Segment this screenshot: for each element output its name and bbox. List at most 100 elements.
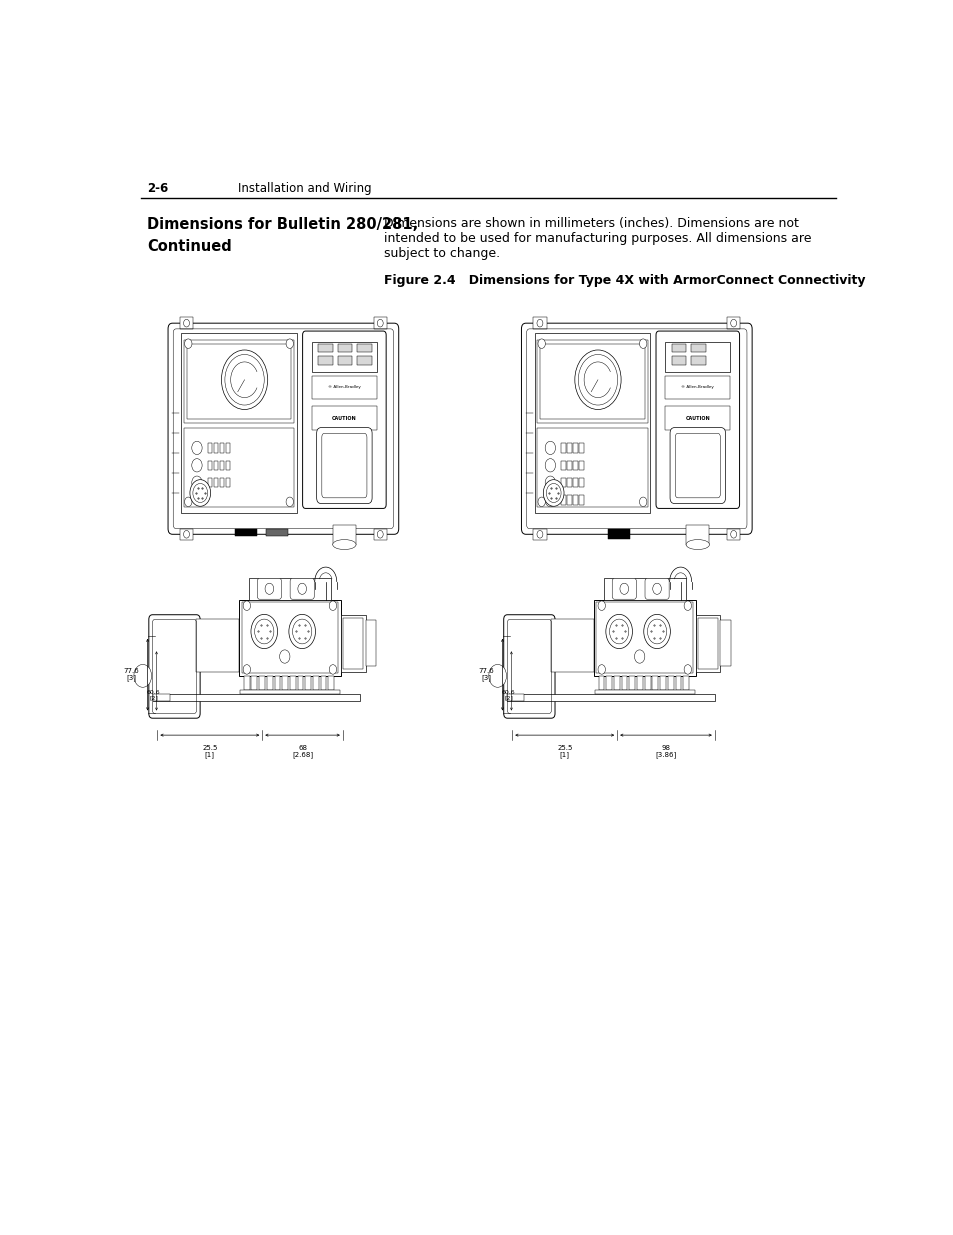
- Bar: [208, 461, 213, 471]
- Bar: [539, 343, 644, 419]
- Text: 68
[2.68]: 68 [2.68]: [292, 745, 313, 758]
- Text: 60.6
[2]: 60.6 [2]: [501, 690, 515, 700]
- Bar: [637, 676, 642, 690]
- Bar: [244, 676, 250, 690]
- Bar: [213, 478, 218, 488]
- Text: Dimensions are shown in millimeters (inches). Dimensions are not
intended to be : Dimensions are shown in millimeters (inc…: [383, 216, 811, 259]
- Bar: [152, 694, 170, 700]
- Text: 2-6: 2-6: [147, 182, 169, 195]
- Bar: [337, 356, 352, 364]
- Bar: [184, 340, 294, 422]
- Bar: [537, 429, 647, 508]
- Bar: [226, 478, 230, 488]
- Bar: [567, 461, 571, 471]
- Circle shape: [133, 664, 152, 687]
- Circle shape: [537, 338, 545, 348]
- Text: 98
[3.86]: 98 [3.86]: [655, 745, 676, 758]
- Bar: [533, 529, 546, 540]
- Bar: [578, 478, 583, 488]
- Circle shape: [243, 664, 251, 674]
- Bar: [312, 375, 376, 399]
- Ellipse shape: [333, 540, 355, 550]
- Bar: [341, 615, 365, 672]
- Bar: [337, 343, 352, 352]
- Circle shape: [537, 496, 545, 506]
- Bar: [578, 461, 583, 471]
- Bar: [595, 690, 694, 694]
- Bar: [290, 676, 295, 690]
- Bar: [675, 676, 680, 690]
- Circle shape: [183, 320, 190, 327]
- Bar: [682, 676, 688, 690]
- Circle shape: [488, 664, 506, 687]
- Bar: [238, 600, 341, 676]
- FancyBboxPatch shape: [644, 578, 668, 599]
- FancyBboxPatch shape: [656, 331, 739, 509]
- Bar: [507, 694, 524, 700]
- Bar: [282, 676, 288, 690]
- Bar: [664, 342, 730, 372]
- Text: Installation and Wiring: Installation and Wiring: [237, 182, 371, 195]
- Bar: [333, 525, 355, 545]
- Bar: [249, 578, 331, 600]
- Bar: [297, 676, 303, 690]
- Bar: [320, 676, 326, 690]
- Bar: [567, 478, 571, 488]
- FancyBboxPatch shape: [168, 324, 398, 535]
- Circle shape: [279, 650, 290, 663]
- Circle shape: [652, 583, 660, 594]
- Circle shape: [543, 479, 563, 506]
- Bar: [343, 618, 363, 669]
- Bar: [374, 317, 387, 329]
- Circle shape: [544, 458, 555, 472]
- Circle shape: [639, 496, 646, 506]
- Bar: [726, 529, 740, 540]
- Circle shape: [243, 601, 251, 610]
- Bar: [664, 375, 730, 399]
- Bar: [691, 343, 705, 352]
- Circle shape: [730, 531, 736, 538]
- FancyBboxPatch shape: [669, 427, 724, 504]
- Circle shape: [619, 583, 628, 594]
- Circle shape: [537, 320, 542, 327]
- Bar: [274, 676, 280, 690]
- Circle shape: [634, 650, 644, 663]
- Bar: [240, 690, 339, 694]
- Bar: [213, 443, 218, 453]
- Bar: [720, 620, 731, 666]
- Circle shape: [639, 338, 646, 348]
- Bar: [374, 529, 387, 540]
- Bar: [578, 495, 583, 505]
- Bar: [607, 529, 630, 538]
- Circle shape: [605, 614, 632, 648]
- FancyBboxPatch shape: [503, 615, 555, 719]
- FancyBboxPatch shape: [290, 578, 314, 599]
- Bar: [241, 603, 337, 673]
- Text: Dimensions for Bulletin 280/281,: Dimensions for Bulletin 280/281,: [147, 216, 418, 232]
- Bar: [567, 495, 571, 505]
- Circle shape: [183, 531, 190, 538]
- Circle shape: [544, 475, 555, 489]
- Bar: [644, 676, 650, 690]
- Bar: [603, 578, 685, 600]
- Bar: [305, 676, 311, 690]
- Circle shape: [184, 338, 192, 348]
- Bar: [567, 443, 571, 453]
- Bar: [507, 694, 714, 700]
- Bar: [598, 676, 604, 690]
- Bar: [561, 495, 565, 505]
- Bar: [208, 443, 213, 453]
- Bar: [667, 676, 673, 690]
- Circle shape: [192, 475, 202, 489]
- Bar: [312, 342, 376, 372]
- Bar: [234, 529, 256, 536]
- Bar: [573, 495, 578, 505]
- Circle shape: [251, 614, 277, 648]
- Circle shape: [289, 614, 315, 648]
- Circle shape: [544, 441, 555, 454]
- Text: 25.5
[1]: 25.5 [1]: [202, 745, 217, 758]
- Bar: [267, 676, 273, 690]
- Text: Figure 2.4   Dimensions for Type 4X with ArmorConnect Connectivity: Figure 2.4 Dimensions for Type 4X with A…: [383, 274, 864, 287]
- Bar: [698, 618, 718, 669]
- FancyBboxPatch shape: [316, 427, 372, 504]
